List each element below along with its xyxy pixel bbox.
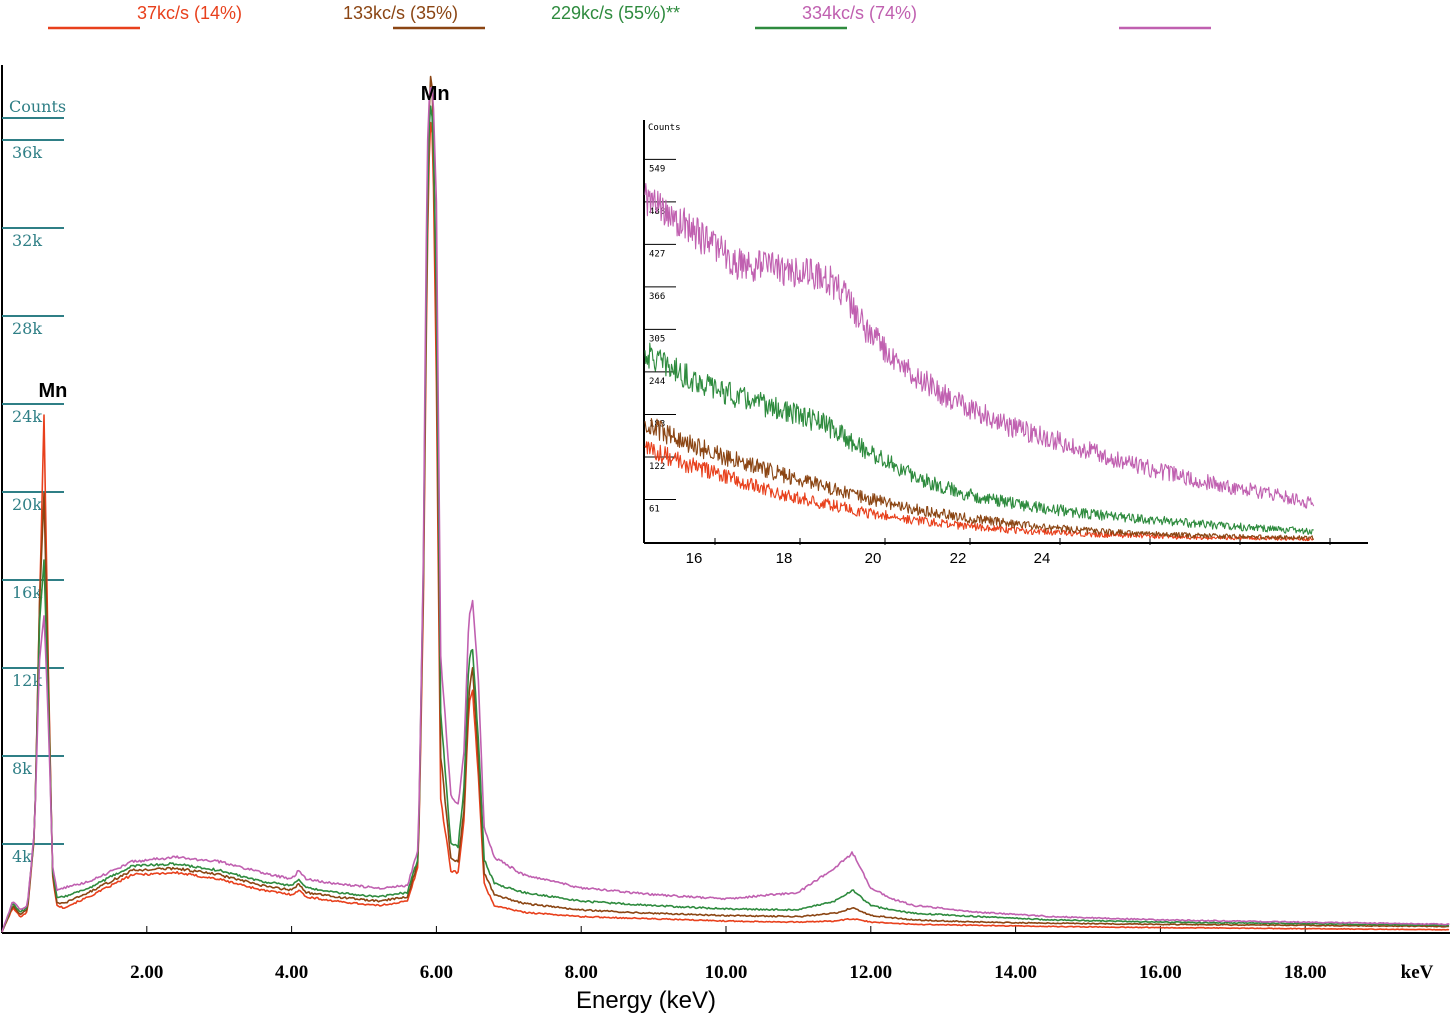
peak-annotation: Mn [38, 380, 67, 402]
x-axis-unit: keV [1401, 962, 1434, 983]
y-tick-label: 24k [12, 407, 42, 426]
legend-label: 334kc/s (74%) [802, 3, 917, 23]
inset-x-tick-label: 20 [865, 550, 882, 567]
main-plot: Counts 4k 8k 12k 16k 20k 24k 28k 32k 36k 2.00 4.00 6… [1, 65, 1450, 1014]
inset-y-tick-label: 366 [649, 292, 665, 302]
x-tick-label: 18.00 [1284, 962, 1327, 983]
y-tick-label: 20k [12, 495, 42, 514]
y-tick-label: 4k [12, 847, 32, 866]
inset-x-tick-label: 18 [776, 550, 793, 567]
main-series-line [1, 121, 1450, 933]
inset-y-tick-label: 122 [649, 462, 665, 472]
inset-x-tick-label: 22 [950, 550, 967, 567]
y-axis-label: Counts [9, 97, 66, 116]
x-tick-label: 12.00 [849, 962, 892, 983]
y-tick-label: 28k [12, 319, 42, 338]
x-tick-label: 10.00 [705, 962, 748, 983]
legend-label: 37kc/s (14%) [137, 3, 242, 23]
x-tick-label: 4.00 [275, 962, 308, 983]
legend-label: 133kc/s (35%) [343, 3, 458, 23]
y-tick-label: 8k [12, 759, 32, 778]
main-series-line [1, 105, 1450, 933]
main-series-line [1, 86, 1450, 933]
x-tick-label: 16.00 [1139, 962, 1182, 983]
inset-x-tick-label: 16 [686, 550, 703, 567]
x-tick-label: 8.00 [565, 962, 598, 983]
inset-y-tick-label: 61 [649, 504, 660, 514]
x-tick-label: 6.00 [420, 962, 453, 983]
main-series-line [1, 75, 1450, 933]
peak-annotation: Mn [421, 83, 450, 105]
inset-y-tick-label: 427 [649, 249, 665, 259]
legend-label: 229kc/s (55%)** [551, 3, 680, 23]
inset-x-tick-label: 24 [1034, 550, 1051, 567]
inset-y-tick-label: 549 [649, 164, 665, 174]
inset-y-tick-label: 305 [649, 334, 665, 344]
x-tick-label: 14.00 [994, 962, 1037, 983]
inset-series-line [644, 441, 1315, 542]
y-tick-label: 16k [12, 583, 42, 602]
x-axis-label: Energy (keV) [576, 987, 716, 1014]
inset-series-line [644, 342, 1314, 535]
y-tick-label: 32k [12, 231, 42, 250]
y-tick-label: 12k [12, 671, 42, 690]
x-tick-label: 2.00 [130, 962, 163, 983]
inset-y-tick-label: 244 [649, 377, 665, 387]
legend: 37kc/s (14%) 133kc/s (35%) 229kc/s (55%)**… [48, 3, 1211, 30]
inset-y-axis-label: Counts [648, 123, 681, 133]
inset-series-line [644, 417, 1315, 541]
y-tick-label: 36k [12, 143, 42, 162]
inset-series-line [644, 183, 1315, 509]
